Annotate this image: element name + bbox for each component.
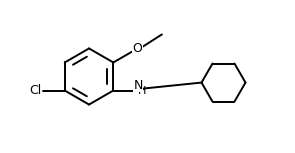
Text: Cl: Cl [30, 84, 42, 97]
Text: H: H [138, 86, 146, 95]
Text: N: N [133, 79, 143, 92]
Text: O: O [133, 42, 142, 55]
